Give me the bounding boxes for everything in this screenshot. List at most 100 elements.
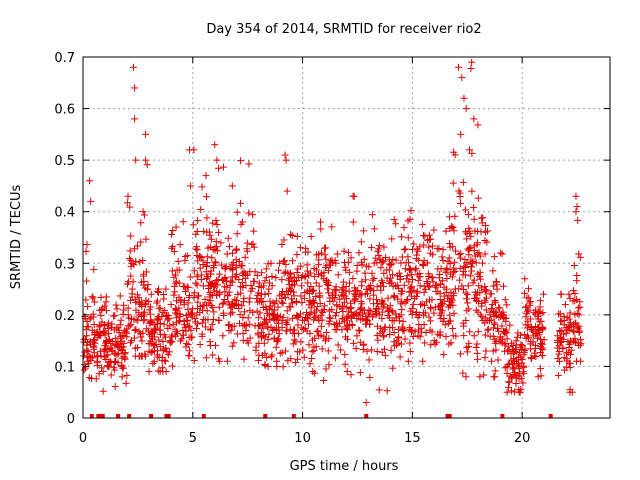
- data-point: [105, 363, 113, 371]
- data-point: [469, 279, 477, 287]
- data-point: [190, 267, 198, 275]
- data-point: [403, 296, 411, 304]
- data-point: [482, 347, 490, 355]
- data-point: [386, 302, 394, 310]
- data-point: [156, 319, 164, 327]
- data-point: [184, 305, 192, 313]
- data-point: [331, 285, 339, 293]
- data-point: [495, 304, 503, 312]
- data-point: [146, 319, 154, 327]
- data-point: [414, 256, 422, 264]
- data-point: [475, 249, 483, 257]
- data-point: [558, 317, 566, 325]
- data-point: [92, 375, 100, 383]
- data-point: [365, 356, 373, 364]
- data-point: [476, 252, 484, 260]
- data-point: [391, 293, 399, 301]
- data-point: [193, 227, 201, 235]
- x-tick-label: 0: [79, 431, 87, 446]
- data-point: [157, 330, 165, 338]
- data-point: [347, 313, 355, 321]
- data-point: [127, 272, 135, 280]
- data-point: [147, 327, 155, 335]
- data-point: [363, 347, 371, 355]
- data-point: [507, 374, 515, 382]
- data-point: [380, 282, 388, 290]
- data-point: [120, 339, 128, 347]
- x-tick-label: 5: [189, 431, 197, 446]
- data-point: [490, 309, 498, 317]
- data-point: [101, 327, 109, 335]
- data-point: [332, 259, 340, 267]
- data-point: [431, 282, 439, 290]
- data-point: [345, 268, 353, 276]
- data-point: [421, 232, 429, 240]
- data-point: [488, 357, 496, 365]
- data-point: [484, 325, 492, 333]
- data-point: [212, 277, 220, 285]
- data-point: [160, 320, 168, 328]
- data-point: [360, 306, 368, 314]
- data-point: [312, 306, 320, 314]
- data-point: [139, 256, 147, 264]
- data-point: [211, 258, 219, 266]
- data-point: [443, 285, 451, 293]
- data-point: [469, 259, 477, 267]
- data-point: [209, 279, 217, 287]
- data-point: [465, 339, 473, 347]
- data-point: [527, 323, 535, 331]
- x-tick-label: 20: [514, 431, 531, 446]
- data-point: [305, 341, 313, 349]
- data-point: [373, 322, 381, 330]
- data-point: [338, 292, 346, 300]
- data-point: [468, 58, 476, 66]
- data-point: [425, 243, 433, 251]
- data-point: [122, 379, 130, 387]
- data-point: [206, 338, 214, 346]
- data-point: [84, 302, 92, 310]
- data-point: [287, 303, 295, 311]
- data-point: [195, 292, 203, 300]
- data-point: [417, 301, 425, 309]
- data-point: [410, 240, 418, 248]
- data-point: [81, 348, 89, 356]
- data-point: [507, 356, 515, 364]
- data-point: [554, 337, 562, 345]
- data-point: [507, 339, 515, 347]
- data-point: [152, 340, 160, 348]
- data-point: [425, 231, 433, 239]
- data-point: [283, 321, 291, 329]
- data-point: [414, 247, 422, 255]
- data-point: [339, 291, 347, 299]
- data-point: [178, 335, 186, 343]
- data-point: [450, 309, 458, 317]
- data-point: [534, 373, 542, 381]
- data-point: [456, 276, 464, 284]
- data-point: [173, 266, 181, 274]
- data-point: [446, 311, 454, 319]
- data-point: [445, 317, 453, 325]
- data-point: [418, 300, 426, 308]
- data-point: [228, 249, 236, 257]
- data-point: [224, 291, 232, 299]
- data-point: [151, 333, 159, 341]
- data-point: [222, 263, 230, 271]
- data-point: [102, 352, 110, 360]
- data-point: [474, 308, 482, 316]
- data-point: [481, 354, 489, 362]
- data-point: [118, 332, 126, 340]
- data-point: [333, 326, 341, 334]
- data-point: [99, 367, 107, 375]
- data-point: [481, 286, 489, 294]
- data-point: [346, 305, 354, 313]
- data-point: [398, 340, 406, 348]
- data-point: [201, 295, 209, 303]
- data-point: [210, 261, 218, 269]
- data-point: [113, 305, 121, 313]
- data-point: [120, 353, 128, 361]
- data-point: [283, 307, 291, 315]
- data-point: [194, 298, 202, 306]
- data-point: [219, 276, 227, 284]
- data-point: [393, 281, 401, 289]
- data-point: [302, 248, 310, 256]
